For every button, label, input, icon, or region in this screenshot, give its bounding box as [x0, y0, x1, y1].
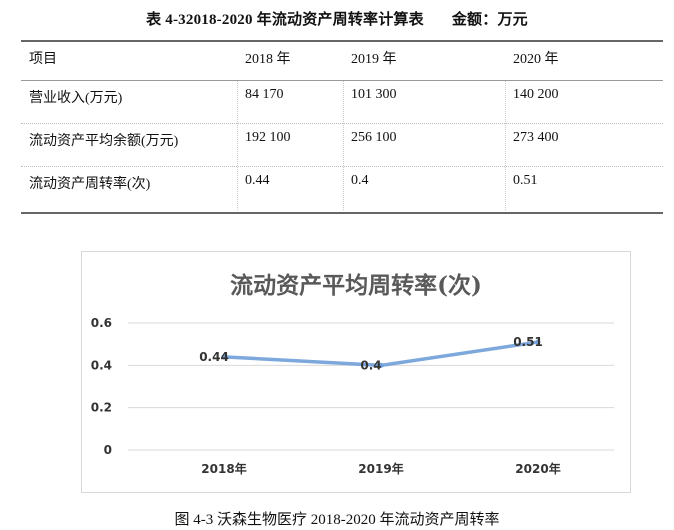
- header-cell: 项目: [29, 52, 57, 67]
- column-divider: [237, 81, 238, 210]
- x-tick-label: 2020年: [515, 461, 560, 476]
- table-cell: 140 200: [513, 87, 559, 102]
- header-rule: [21, 80, 663, 81]
- figure-caption: 图 4-3 沃森生物医疗 2018-2020 年流动资产周转率: [174, 512, 500, 528]
- column-divider: [505, 81, 506, 210]
- table-cell: 营业收入(万元): [29, 91, 123, 106]
- table-title: 表 4-32018-2020 年流动资产周转率计算表: [146, 12, 424, 28]
- table-cell: 0.44: [245, 173, 270, 188]
- y-tick-label: 0: [104, 443, 112, 457]
- x-tick-label: 2018年: [201, 461, 246, 476]
- table-cell: 流动资产平均余额(万元): [29, 134, 179, 149]
- data-point: [535, 339, 541, 345]
- table-cell: 101 300: [351, 87, 397, 102]
- header-cell: 2020 年: [513, 52, 559, 67]
- table-cell: 273 400: [513, 130, 559, 145]
- data-label: 0.44: [199, 350, 229, 364]
- x-tick-label: 2019年: [358, 461, 403, 476]
- table-header-row: 项目 2018 年 2019 年 2020 年: [21, 42, 663, 80]
- table-cell: 192 100: [245, 130, 291, 145]
- table-cell: 84 170: [245, 87, 284, 102]
- chart-frame: 流动资产平均周转率(次) 0 0.2 0.4 0.6 2018年 2019年 2020年 0.…: [81, 251, 631, 493]
- header-cell: 2018 年: [245, 52, 291, 67]
- chart-title: 流动资产平均周转率(次): [230, 272, 482, 299]
- table-cell: 256 100: [351, 130, 397, 145]
- data-point: [221, 354, 227, 360]
- data-point: [378, 362, 384, 368]
- line-chart: 0 0.2 0.4 0.6 2018年 2019年 2020年 0.44 0.4 0.51: [91, 316, 614, 476]
- data-label: 0.51: [513, 335, 543, 349]
- table-unit: 金额：万元: [451, 12, 528, 28]
- header-cell: 2019 年: [351, 52, 397, 67]
- y-tick-label: 0.4: [91, 358, 112, 372]
- column-divider: [343, 81, 344, 210]
- row-rule: [21, 166, 663, 167]
- data-table: 项目 2018 年 2019 年 2020 年 营业收入(万元) 84 170 …: [21, 40, 663, 214]
- table-row: 营业收入(万元) 84 170 101 300 140 200: [21, 81, 663, 123]
- table-row: 流动资产周转率(次) 0.44 0.4 0.51: [21, 167, 663, 210]
- table-cell: 流动资产周转率(次): [29, 177, 151, 192]
- table-row: 流动资产平均余额(万元) 192 100 256 100 273 400: [21, 124, 663, 166]
- y-tick-label: 0.2: [91, 401, 112, 415]
- row-rule: [21, 123, 663, 124]
- y-tick-label: 0.6: [91, 316, 112, 330]
- table-cell: 0.51: [513, 173, 538, 188]
- table-caption: 表 4-32018-2020 年流动资产周转率计算表 金额：万元: [0, 8, 674, 29]
- table-cell: 0.4: [351, 173, 369, 188]
- data-label: 0.4: [360, 358, 381, 372]
